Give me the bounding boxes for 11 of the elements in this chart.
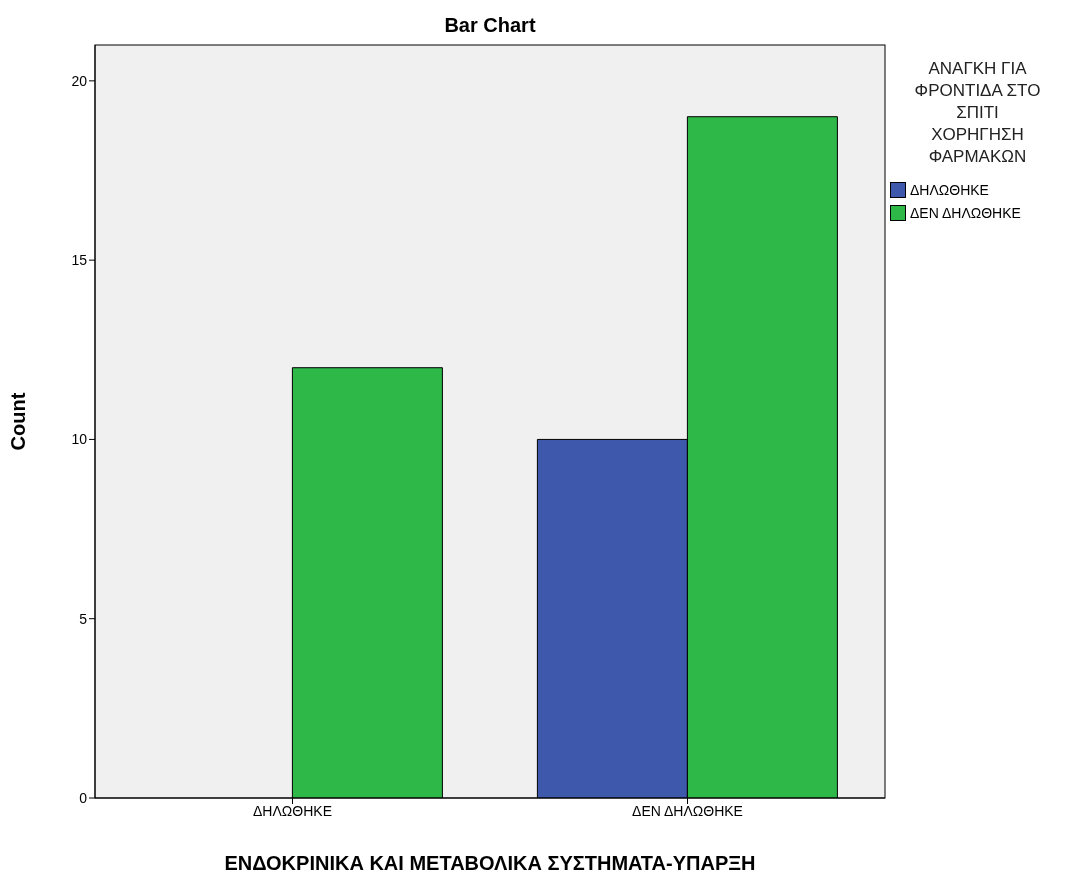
legend-label: ΔΕΝ ΔΗΛΩΘΗΚΕ [910, 204, 1021, 221]
chart-title: Bar Chart [443, 14, 537, 37]
x-axis-title: ΕΝΔΟΚΡΙΝΙΚΑ ΚΑΙ ΜΕΤΑΒΟΛΙΚΑ ΣΥΣΤΗΜΑΤΑ-ΥΠΑΡΞΗ [224, 852, 756, 874]
legend-label: ΔΗΛΩΘΗΚΕ [910, 181, 989, 198]
y-tick-label: 20 [71, 72, 88, 89]
y-axis-title: Count [7, 392, 30, 451]
y-tick-label: 15 [71, 252, 88, 269]
y-tick-label: 0 [79, 789, 88, 806]
y-tick-label: 10 [71, 431, 88, 448]
legend-title: ΑΝΑΓΚΗ ΓΙΑ ΦΡΟΝΤΙΔΑ ΣΤΟ ΣΠΙΤΙ ΧΟΡΗΓΗΣΗ ΦΑΡΜΑΚΩΝ [913, 58, 1042, 168]
y-tick-label: 5 [79, 610, 88, 627]
